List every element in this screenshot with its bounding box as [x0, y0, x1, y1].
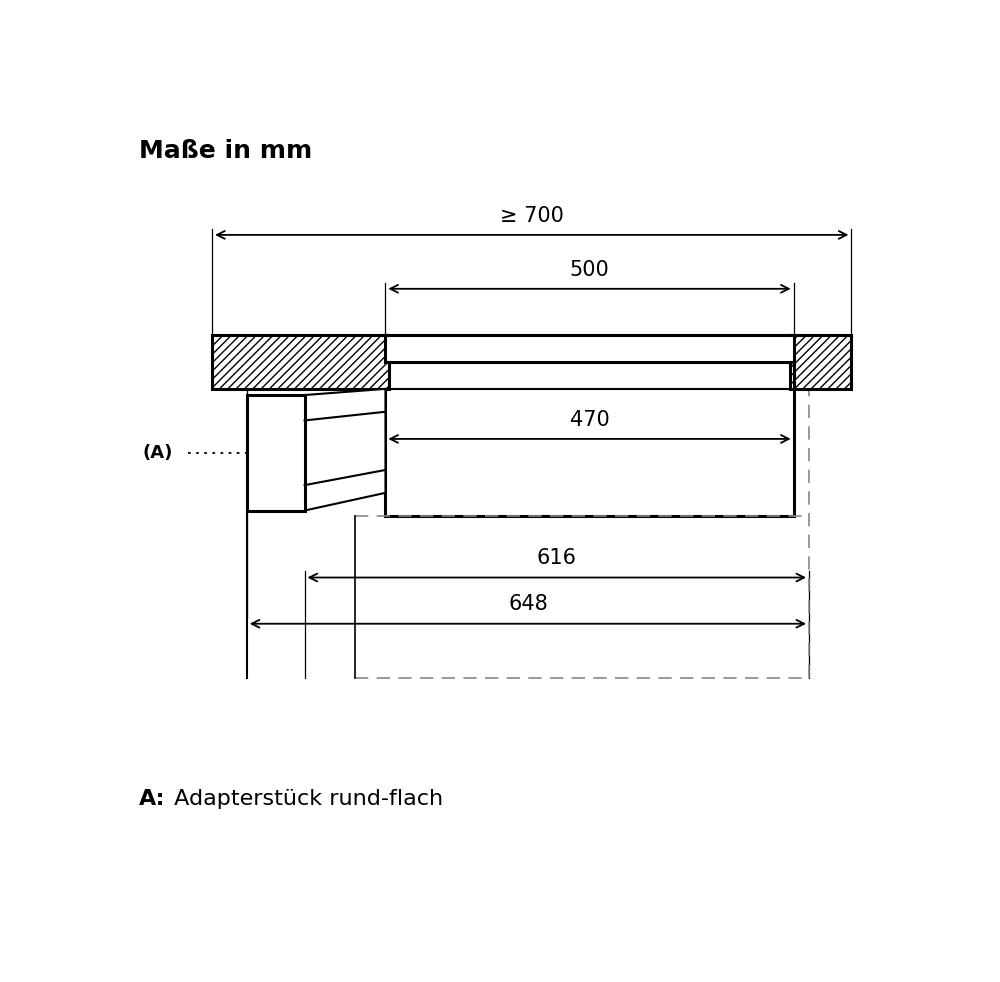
- Text: 648: 648: [508, 594, 548, 615]
- Text: A:: A:: [139, 790, 166, 809]
- Polygon shape: [247, 395, 305, 511]
- Text: Adapterstück rund-flach: Adapterstück rund-flach: [167, 790, 443, 809]
- Text: Maße in mm: Maße in mm: [139, 138, 312, 163]
- Polygon shape: [790, 335, 851, 389]
- Text: 616: 616: [537, 548, 577, 569]
- Polygon shape: [385, 362, 794, 516]
- Text: 500: 500: [570, 259, 609, 280]
- Polygon shape: [305, 389, 385, 511]
- Text: (A): (A): [143, 444, 173, 462]
- Polygon shape: [212, 335, 389, 389]
- Polygon shape: [385, 335, 794, 362]
- Text: 470: 470: [570, 409, 609, 430]
- Text: ≥ 700: ≥ 700: [500, 205, 564, 226]
